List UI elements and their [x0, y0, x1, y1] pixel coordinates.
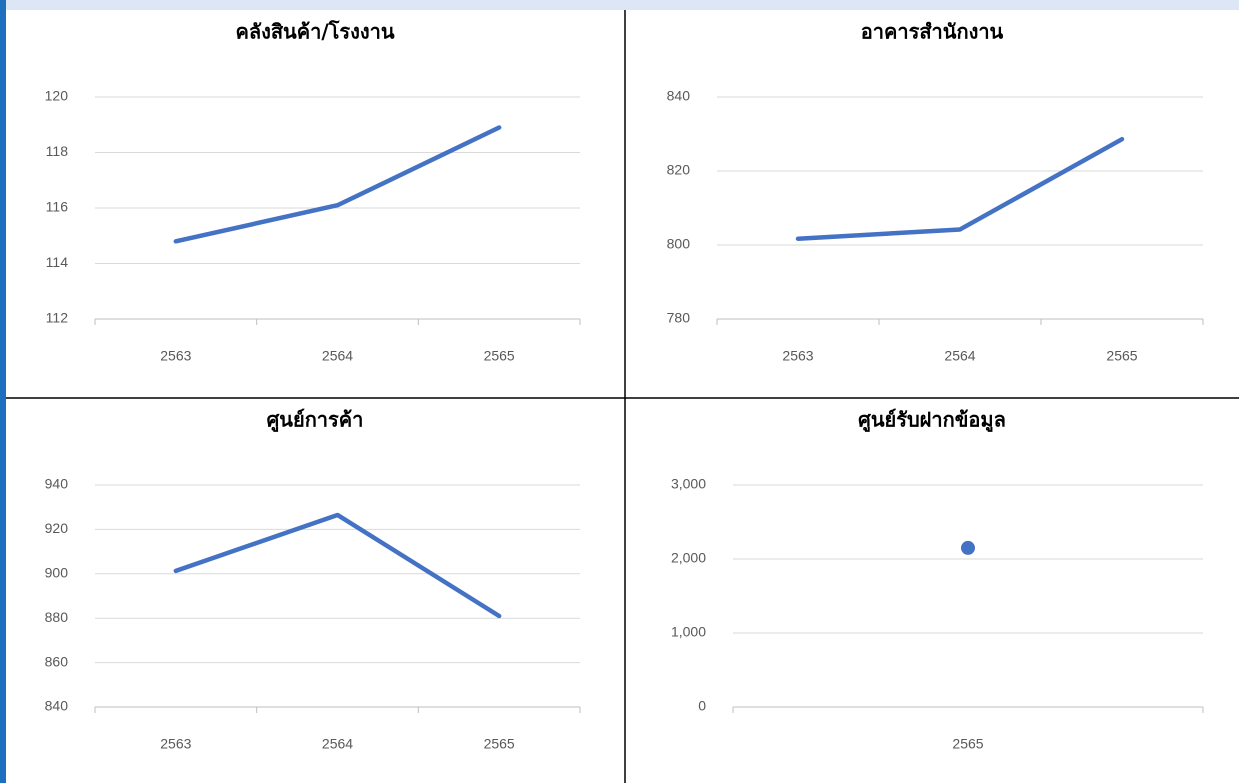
x-tick-label: 2565	[1106, 348, 1137, 364]
y-tick-label: 116	[46, 199, 69, 215]
y-tick-label: 940	[45, 476, 69, 492]
y-tick-label: 820	[667, 162, 691, 178]
x-tick-label: 2565	[952, 736, 983, 752]
chart-title: ศูนย์รับฝากข้อมูล	[858, 408, 1006, 434]
y-tick-label: 800	[667, 236, 691, 252]
y-tick-label: 1,000	[671, 624, 706, 640]
chart-title: อาคารสำนักงาน	[861, 20, 1004, 44]
y-tick-label: 840	[45, 698, 69, 714]
y-tick-label: 920	[45, 520, 69, 536]
x-tick-label: 2564	[322, 736, 353, 752]
y-tick-label: 114	[46, 254, 69, 270]
y-tick-label: 120	[45, 88, 69, 104]
y-tick-label: 900	[45, 565, 69, 581]
y-tick-label: 880	[45, 609, 69, 625]
point	[961, 540, 975, 555]
y-tick-label: 112	[46, 310, 69, 326]
chart-title: คลังสินค้า/โรงงาน	[235, 20, 394, 44]
y-tick-label: 3,000	[671, 476, 706, 492]
x-tick-label: 2563	[160, 736, 191, 752]
chart-title: ศูนย์การค้า	[267, 408, 364, 434]
left-border	[0, 0, 6, 783]
x-tick-label: 2563	[782, 348, 813, 364]
x-tick-label: 2565	[484, 348, 515, 364]
line-series	[173, 125, 502, 244]
x-tick-label: 2564	[944, 348, 975, 364]
y-tick-label: 860	[45, 653, 69, 669]
line-series	[173, 512, 502, 619]
x-tick-label: 2564	[322, 348, 353, 364]
top-band	[0, 0, 1239, 10]
y-tick-label: 0	[698, 698, 706, 714]
x-tick-label: 2565	[484, 736, 515, 752]
y-tick-label: 780	[667, 310, 691, 326]
y-tick-label: 840	[667, 88, 691, 104]
y-tick-label: 2,000	[671, 550, 706, 566]
y-tick-label: 118	[46, 143, 69, 159]
line-series	[795, 136, 1125, 241]
x-tick-label: 2563	[160, 348, 191, 364]
